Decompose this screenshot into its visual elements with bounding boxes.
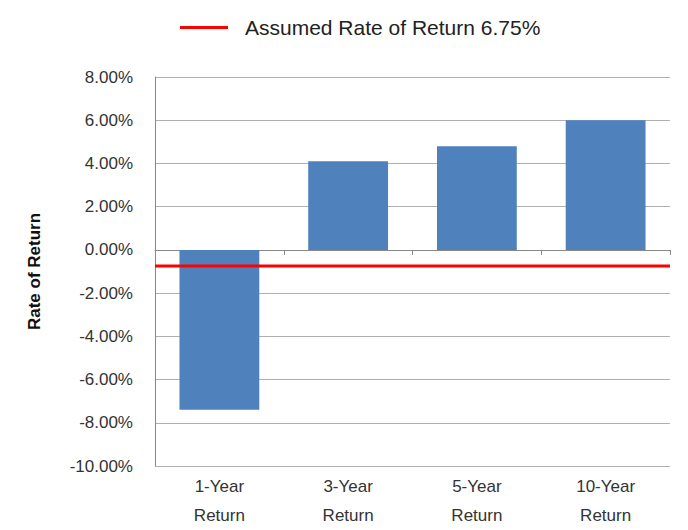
svg-text:0.00%: 0.00%: [85, 240, 133, 259]
svg-text:5-Year: 5-Year: [452, 477, 502, 496]
svg-text:-6.00%: -6.00%: [79, 370, 133, 389]
svg-text:-4.00%: -4.00%: [79, 327, 133, 346]
svg-text:10-Year: 10-Year: [576, 477, 635, 496]
svg-text:8.00%: 8.00%: [85, 68, 133, 87]
svg-text:Return: Return: [323, 506, 374, 525]
svg-text:3-Year: 3-Year: [323, 477, 373, 496]
svg-text:Return: Return: [451, 506, 502, 525]
svg-text:6.00%: 6.00%: [85, 111, 133, 130]
svg-text:2.00%: 2.00%: [85, 197, 133, 216]
svg-text:Assumed Rate of Return 6.75%: Assumed Rate of Return 6.75%: [245, 16, 540, 39]
svg-text:1-Year: 1-Year: [195, 477, 245, 496]
svg-text:Return: Return: [194, 506, 245, 525]
svg-text:-2.00%: -2.00%: [79, 284, 133, 303]
svg-text:-10.00%: -10.00%: [70, 457, 133, 476]
svg-text:-8.00%: -8.00%: [79, 413, 133, 432]
svg-text:4.00%: 4.00%: [85, 154, 133, 173]
svg-text:Rate of Return: Rate of Return: [25, 213, 44, 330]
svg-text:Return: Return: [580, 506, 631, 525]
